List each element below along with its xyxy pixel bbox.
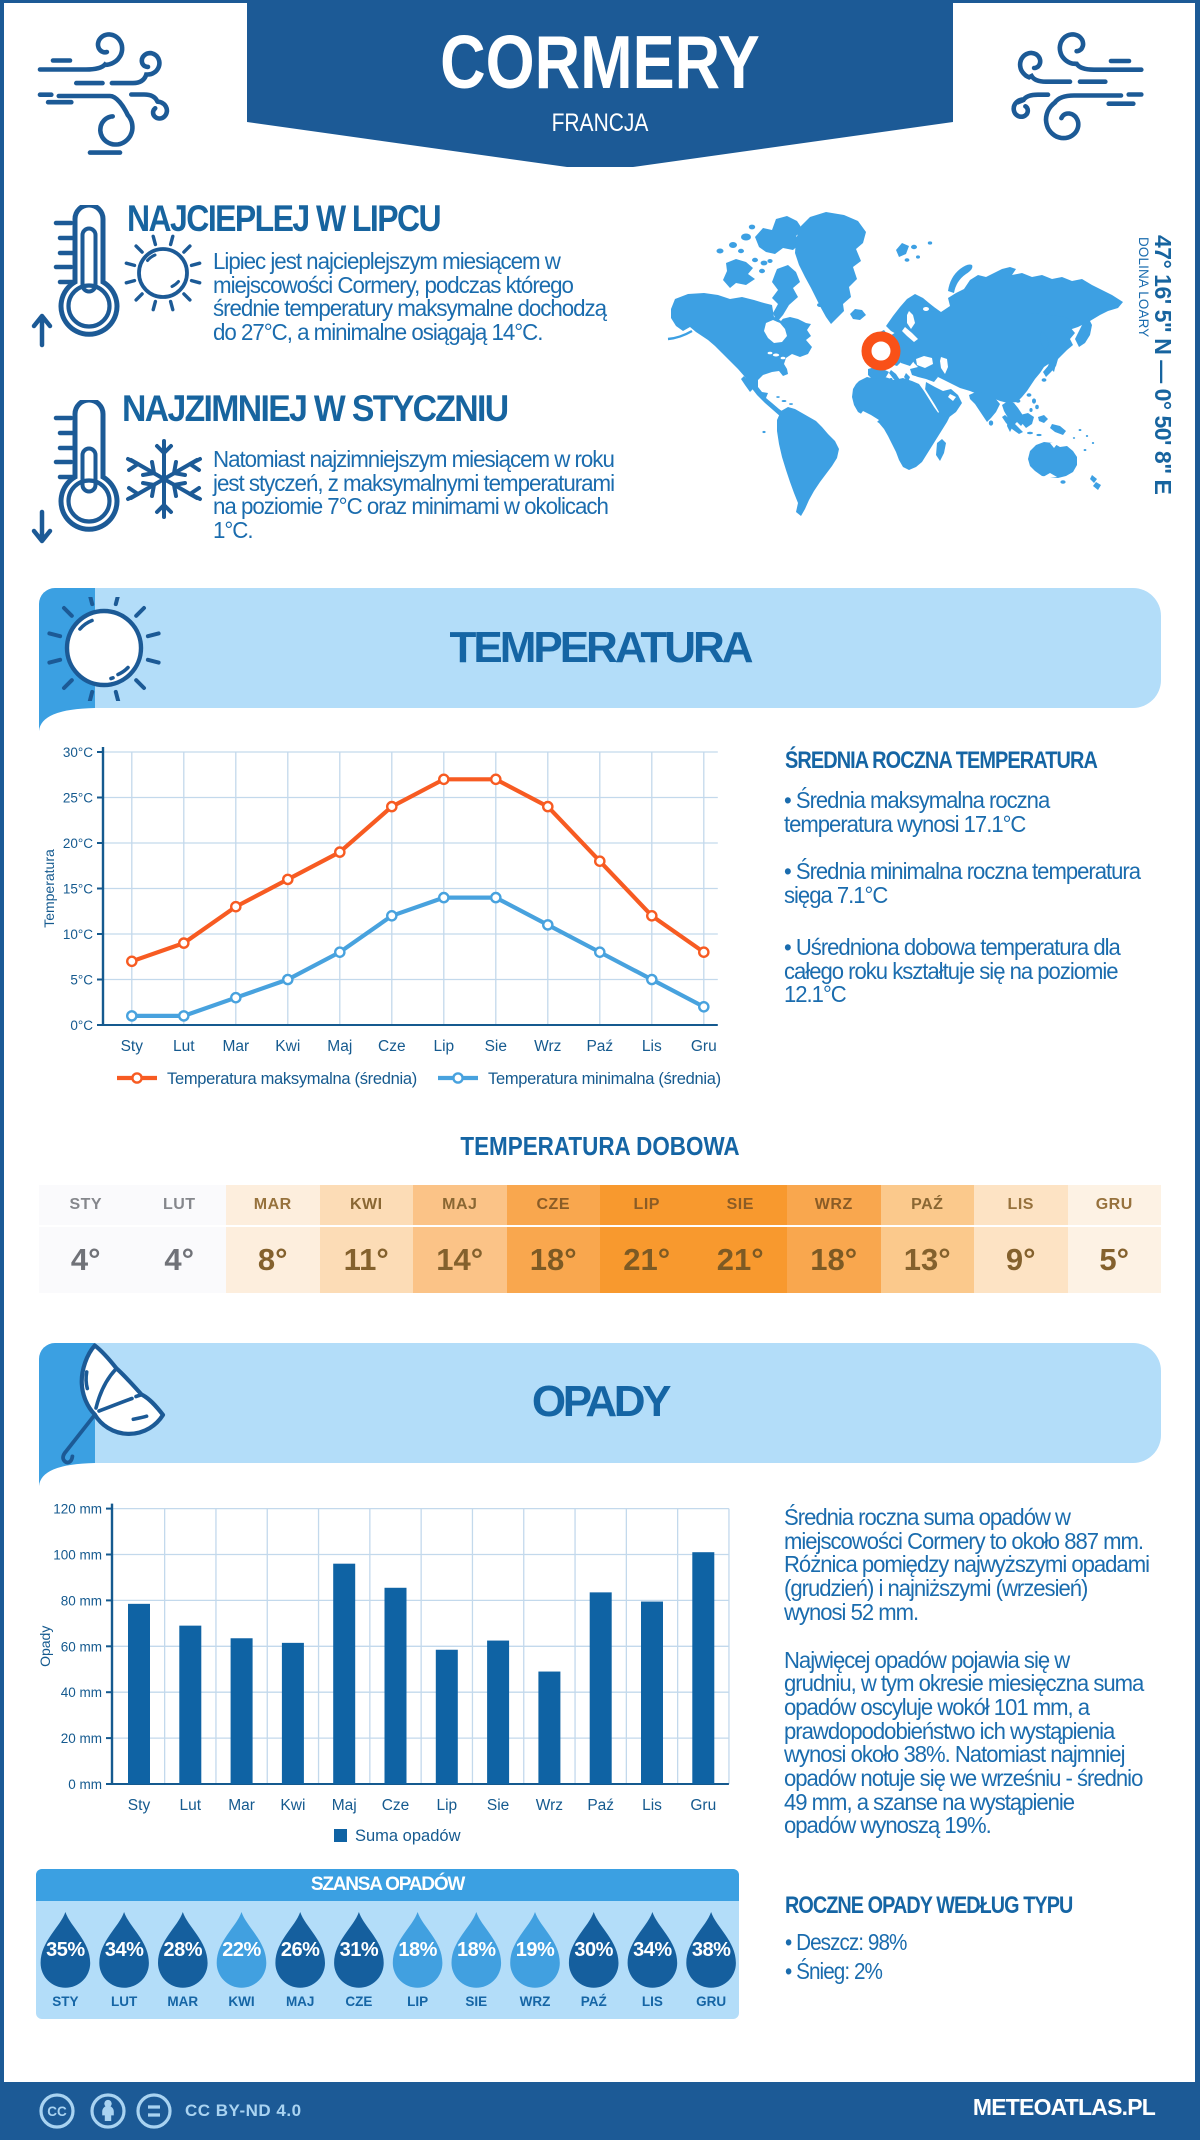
svg-text:0°C: 0°C — [70, 1018, 93, 1033]
svg-text:LUT: LUT — [111, 1994, 138, 2009]
svg-text:Cze: Cze — [378, 1038, 406, 1055]
svg-text:Cze: Cze — [382, 1797, 410, 1814]
svg-text:MAR: MAR — [167, 1994, 198, 2009]
svg-text:Sty: Sty — [128, 1797, 151, 1814]
svg-text:Maj: Maj — [332, 1797, 357, 1814]
svg-text:26%: 26% — [281, 1939, 320, 1961]
svg-text:Temperatura: Temperatura — [41, 849, 57, 928]
svg-text:LIP: LIP — [407, 1994, 428, 2009]
svg-text:Sty: Sty — [121, 1038, 144, 1055]
svg-text:Suma opadów: Suma opadów — [355, 1827, 461, 1845]
svg-text:Wrz: Wrz — [534, 1038, 561, 1055]
svg-text:GRU: GRU — [696, 1994, 726, 2009]
svg-text:35%: 35% — [46, 1939, 85, 1961]
svg-text:Lip: Lip — [436, 1797, 457, 1814]
svg-text:100 mm: 100 mm — [53, 1548, 102, 1563]
svg-text:28%: 28% — [164, 1939, 203, 1961]
svg-text:STY: STY — [52, 1994, 78, 2009]
svg-text:Opady: Opady — [40, 1626, 53, 1667]
svg-text:40 mm: 40 mm — [61, 1685, 102, 1700]
svg-text:Lis: Lis — [642, 1038, 662, 1055]
svg-text:Maj: Maj — [327, 1038, 352, 1055]
svg-text:19%: 19% — [516, 1939, 555, 1961]
svg-text:Wrz: Wrz — [536, 1797, 563, 1814]
svg-text:38%: 38% — [692, 1939, 731, 1961]
svg-text:20°C: 20°C — [63, 836, 93, 851]
svg-text:Kwi: Kwi — [275, 1038, 300, 1055]
svg-text:Sie: Sie — [487, 1797, 509, 1814]
svg-text:Sie: Sie — [485, 1038, 507, 1055]
svg-text:Lut: Lut — [180, 1797, 202, 1814]
svg-text:22%: 22% — [222, 1939, 261, 1961]
svg-text:CZE: CZE — [345, 1994, 372, 2009]
svg-text:Mar: Mar — [222, 1038, 249, 1055]
svg-text:MAJ: MAJ — [286, 1994, 315, 2009]
svg-text:5°C: 5°C — [70, 973, 93, 988]
svg-text:SIE: SIE — [465, 1994, 487, 2009]
svg-text:30%: 30% — [574, 1939, 613, 1961]
svg-text:Gru: Gru — [690, 1797, 716, 1814]
svg-text:30°C: 30°C — [63, 745, 93, 760]
svg-text:Paź: Paź — [587, 1797, 614, 1814]
svg-text:PAŹ: PAŹ — [581, 1994, 607, 2009]
svg-text:Lip: Lip — [433, 1038, 454, 1055]
svg-text:0 mm: 0 mm — [68, 1777, 102, 1792]
svg-text:Lis: Lis — [642, 1797, 662, 1814]
svg-text:Temperatura minimalna (średnia: Temperatura minimalna (średnia) — [488, 1070, 721, 1088]
svg-text:WRZ: WRZ — [520, 1994, 551, 2009]
svg-text:34%: 34% — [105, 1939, 144, 1961]
svg-text:34%: 34% — [633, 1939, 672, 1961]
svg-text:60 mm: 60 mm — [61, 1639, 102, 1654]
svg-text:25°C: 25°C — [63, 791, 93, 806]
svg-text:Mar: Mar — [228, 1797, 255, 1814]
svg-text:Gru: Gru — [691, 1038, 717, 1055]
svg-text:Lut: Lut — [173, 1038, 195, 1055]
svg-text:10°C: 10°C — [63, 927, 93, 942]
svg-text:80 mm: 80 mm — [61, 1593, 102, 1608]
svg-text:Kwi: Kwi — [280, 1797, 305, 1814]
svg-text:18%: 18% — [457, 1939, 496, 1961]
svg-text:CC: CC — [47, 2104, 67, 2119]
svg-text:KWI: KWI — [228, 1994, 254, 2009]
svg-text:Temperatura maksymalna (średni: Temperatura maksymalna (średnia) — [167, 1070, 417, 1088]
svg-text:31%: 31% — [340, 1939, 379, 1961]
svg-text:15°C: 15°C — [63, 882, 93, 897]
svg-text:18%: 18% — [398, 1939, 437, 1961]
svg-text:Paź: Paź — [586, 1038, 613, 1055]
svg-text:20 mm: 20 mm — [61, 1731, 102, 1746]
svg-text:LIS: LIS — [642, 1994, 663, 2009]
svg-text:120 mm: 120 mm — [53, 1502, 102, 1517]
